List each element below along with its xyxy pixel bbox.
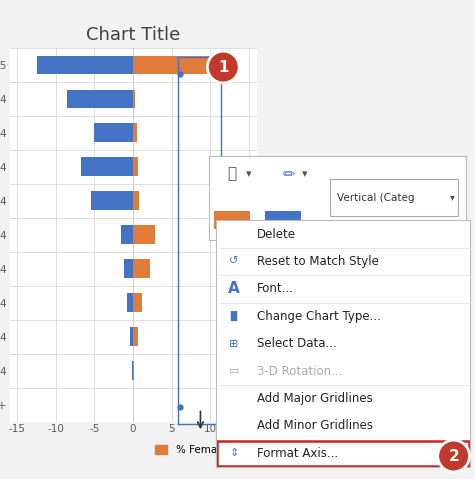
Bar — [133, 158, 138, 176]
Text: ▾: ▾ — [450, 193, 455, 203]
Text: ⛽: ⛽ — [228, 167, 237, 182]
Text: ⇕: ⇕ — [229, 448, 238, 458]
Bar — [81, 158, 133, 176]
Text: Font...: Font... — [257, 282, 294, 296]
Text: Vertical (Categ: Vertical (Categ — [337, 193, 415, 203]
Bar — [133, 293, 142, 312]
Text: Add Major Gridlines: Add Major Gridlines — [257, 392, 372, 405]
FancyBboxPatch shape — [214, 211, 250, 229]
Text: ↺: ↺ — [229, 256, 238, 266]
Text: Format Axis...: Format Axis... — [257, 447, 338, 460]
Bar — [67, 90, 133, 108]
Bar — [121, 226, 133, 244]
Text: A: A — [228, 281, 240, 297]
Bar — [130, 327, 133, 346]
Text: ▾: ▾ — [303, 169, 308, 179]
Text: Outline: Outline — [269, 231, 307, 241]
Text: ▾: ▾ — [246, 169, 252, 179]
Text: Select Data...: Select Data... — [257, 337, 336, 350]
FancyBboxPatch shape — [330, 179, 458, 216]
Circle shape — [438, 440, 469, 472]
Bar — [91, 192, 133, 210]
Text: 1: 1 — [218, 59, 228, 75]
Bar — [133, 226, 155, 244]
Bar — [133, 124, 137, 142]
Bar — [127, 293, 133, 312]
Bar — [133, 361, 134, 380]
Bar — [133, 56, 214, 74]
Text: ✏: ✏ — [282, 167, 295, 182]
Text: Fill: Fill — [225, 231, 239, 241]
Text: 2: 2 — [448, 448, 459, 464]
Bar — [132, 361, 133, 380]
Text: ▐▌: ▐▌ — [227, 311, 241, 321]
Legend: % Fema: % Fema — [151, 441, 221, 459]
Bar — [124, 259, 133, 278]
Bar — [133, 327, 138, 346]
Text: ▭: ▭ — [228, 366, 239, 376]
Text: 3-D Rotation...: 3-D Rotation... — [257, 365, 342, 377]
Bar — [133, 192, 139, 210]
Text: Change Chart Type...: Change Chart Type... — [257, 310, 380, 323]
Bar — [133, 90, 135, 108]
Text: Reset to Match Style: Reset to Match Style — [257, 255, 379, 268]
Text: ⊞: ⊞ — [229, 339, 238, 349]
Circle shape — [208, 51, 239, 83]
Bar — [95, 124, 133, 142]
Bar — [133, 259, 150, 278]
Bar — [37, 56, 133, 74]
Text: Add Minor Gridlines: Add Minor Gridlines — [257, 420, 373, 433]
Text: Delete: Delete — [257, 228, 296, 240]
FancyBboxPatch shape — [266, 211, 301, 229]
Title: Chart Title: Chart Title — [86, 25, 180, 44]
